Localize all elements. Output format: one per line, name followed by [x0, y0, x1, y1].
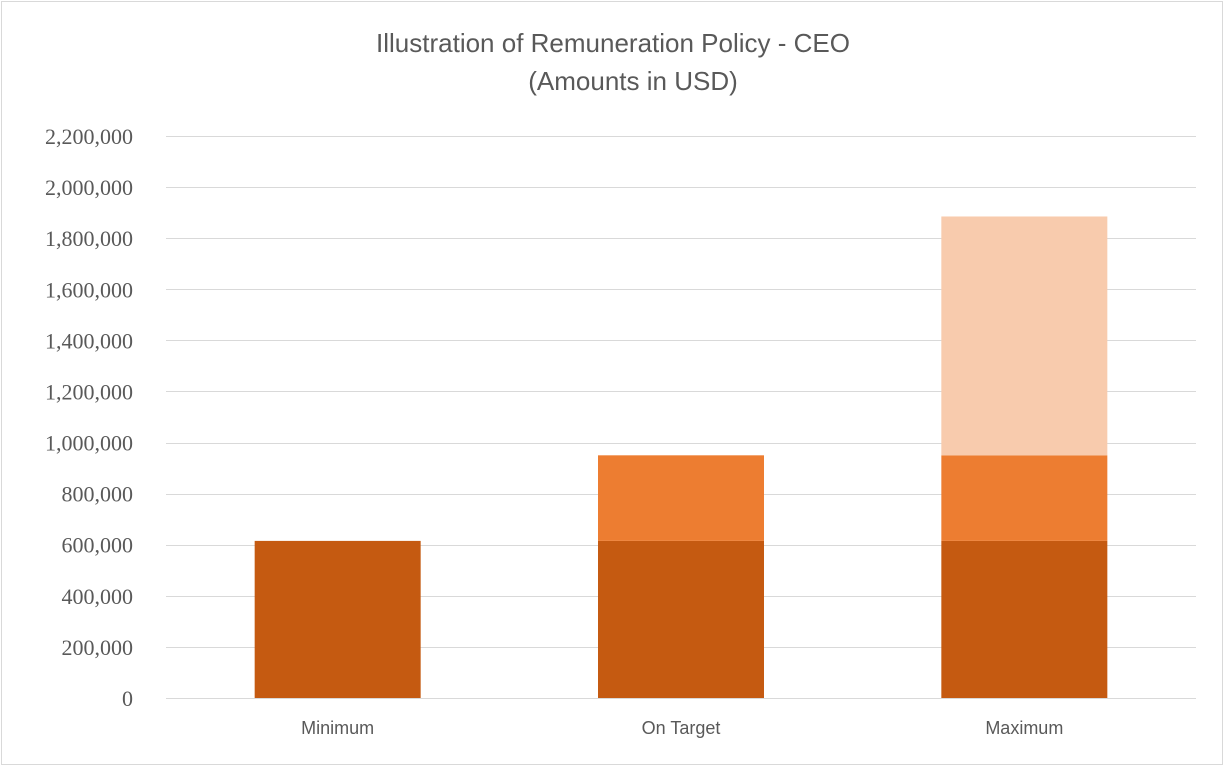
bar-segment-maximum-0 [941, 540, 1108, 698]
y-tick-label: 1,200,000 [45, 379, 133, 404]
bar-segment-on-target-1 [598, 455, 764, 541]
y-tick-label: 2,200,000 [45, 124, 133, 149]
bars [254, 216, 1108, 698]
y-tick-label: 400,000 [62, 584, 134, 609]
y-tick-label: 200,000 [62, 635, 134, 660]
y-tick-label: 0 [122, 686, 133, 711]
y-tick-label: 1,400,000 [45, 328, 133, 353]
y-axis-ticks: 0 200,000 400,000 600,000 800,000 1,000,000 1,… [45, 124, 133, 711]
chart-subtitle: (Amounts in USD) [528, 66, 738, 96]
y-tick-label: 800,000 [62, 482, 134, 507]
y-tick-label: 600,000 [62, 533, 134, 558]
x-axis-ticks: Minimum On Target Maximum [301, 718, 1063, 738]
bar-segment-maximum-1 [941, 455, 1108, 541]
y-tick-label: 1,000,000 [45, 431, 133, 456]
x-tick-label: Maximum [985, 718, 1063, 738]
bar-segment-on-target-0 [598, 540, 764, 698]
x-tick-label: Minimum [301, 718, 374, 738]
y-tick-label: 1,600,000 [45, 277, 133, 302]
y-tick-label: 1,800,000 [45, 226, 133, 251]
y-tick-label: 2,000,000 [45, 175, 133, 200]
x-tick-label: On Target [642, 718, 721, 738]
bar-segment-maximum-2 [941, 216, 1108, 456]
bar-segment-minimum-0 [254, 540, 421, 698]
chart-title: Illustration of Remuneration Policy - CE… [376, 28, 850, 58]
